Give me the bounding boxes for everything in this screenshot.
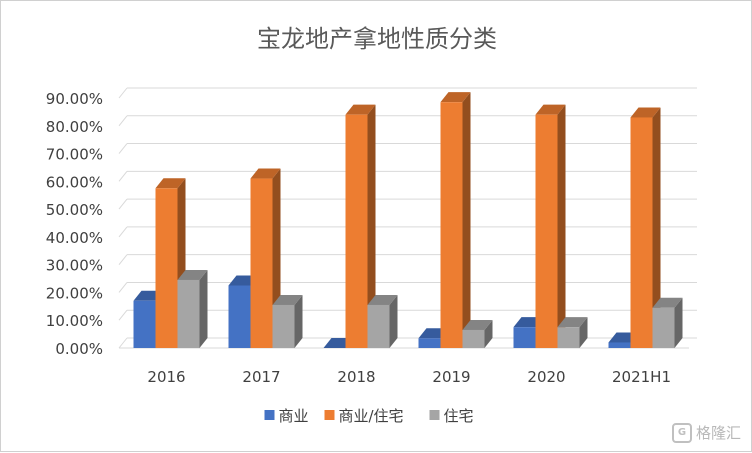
y-tick-label: 80.00% <box>46 118 103 136</box>
gridline-side <box>118 171 128 182</box>
x-tick-label: 2017 <box>242 368 280 386</box>
bar-住宅-2019 <box>462 319 493 348</box>
bar-住宅-2017 <box>272 294 303 348</box>
x-tick-label: 2020 <box>527 368 565 386</box>
y-tick-label: 70.00% <box>46 146 103 164</box>
x-tick-label: 2016 <box>147 368 185 386</box>
gridline-side <box>118 226 128 238</box>
y-tick-label: 0.00% <box>55 340 103 358</box>
legend-label: 住宅 <box>444 407 474 425</box>
gridline-side <box>118 282 128 293</box>
y-tick-label: 90.00% <box>46 90 103 108</box>
gridline-side <box>118 115 128 127</box>
bar-商业/住宅-2018 <box>345 104 376 349</box>
y-tick-label: 60.00% <box>46 173 103 191</box>
gridline-side <box>118 254 128 265</box>
gridline-side <box>118 309 128 321</box>
y-tick-label: 50.00% <box>46 201 103 219</box>
gridline-side <box>118 87 128 99</box>
legend-swatch <box>429 410 440 420</box>
bar-住宅-2021H1 <box>652 297 683 348</box>
watermark-logo-icon: G <box>671 422 692 443</box>
bar-住宅-2020 <box>557 317 588 348</box>
y-tick-label: 40.00% <box>46 229 103 247</box>
y-tick-label: 30.00% <box>46 257 103 275</box>
bar-住宅-2018 <box>367 294 398 348</box>
x-tick-label: 2021H1 <box>612 368 671 386</box>
legend-swatch <box>264 410 275 420</box>
gridline-side <box>118 143 128 154</box>
legend-label: 商业/住宅 <box>339 407 404 425</box>
legend-swatch <box>324 410 335 420</box>
bar-商业/住宅-2020 <box>535 104 566 349</box>
y-tick-label: 10.00% <box>46 312 103 330</box>
bar-住宅-2016 <box>177 269 208 348</box>
x-tick-label: 2019 <box>432 368 470 386</box>
x-tick-label: 2018 <box>337 368 375 386</box>
watermark: G 格隆汇 <box>671 422 741 443</box>
gridline-side <box>118 198 128 210</box>
gridline-side <box>118 337 128 349</box>
bar-商业/住宅-2019 <box>440 92 471 349</box>
chart-title: 宝龙地产拿地性质分类 <box>257 25 497 53</box>
watermark-text: 格隆汇 <box>695 424 741 442</box>
y-tick-label: 20.00% <box>46 284 103 302</box>
legend-label: 商业 <box>279 407 309 425</box>
bar-商业/住宅-2021H1 <box>630 107 661 348</box>
